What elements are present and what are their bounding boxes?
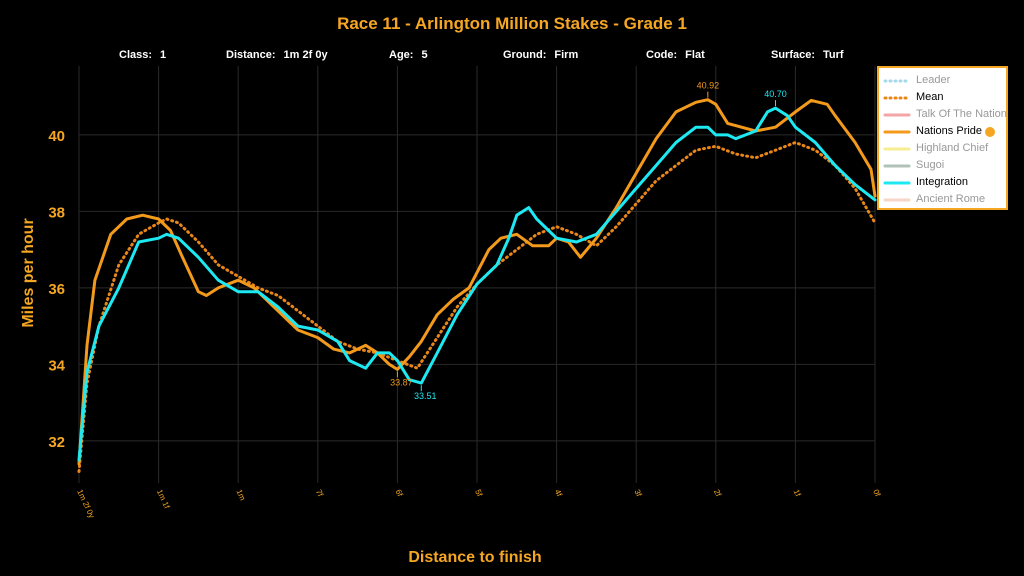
race-info-value: Flat [685,49,705,61]
x-tick-label: 0f [871,488,882,499]
legend-swatch [883,96,911,99]
x-tick-label: 1m 1f [155,488,172,511]
annotation-label: 40.92 [697,81,720,91]
race-info-distance: Distance: 1m 2f 0y [226,49,328,61]
race-info-value: Turf [823,49,844,61]
race-info-class: Class: 1 [119,49,166,61]
series-line-mean [77,141,877,473]
annotation-label: 40.70 [764,89,787,99]
x-tick-label: 1m [234,488,247,502]
race-info-label: Ground: [503,49,547,61]
annotation-label: 33.51 [414,391,437,401]
x-axis-ticks: 1m 2f 0y 1m 1f 1m 7f 6f 5f 4f 3f 2f 1f 0f [75,488,882,520]
legend-swatch [883,147,911,150]
y-axis-ticks: 32 34 36 38 40 [48,128,65,451]
race-info-value: 1m 2f 0y [283,49,328,61]
grid [78,66,876,483]
race-info-age: Age: 5 [389,49,428,61]
x-tick-label: 4f [553,488,564,499]
legend-swatch [883,198,911,201]
legend-item-nations-pride[interactable]: Nations Pride [883,123,1006,140]
race-info-ground: Ground: Firm [503,49,578,61]
chart-title: Race 11 - Arlington Million Stakes - Gra… [337,14,687,33]
legend-item-highland-chief[interactable]: Highland Chief [883,140,1006,157]
legend-item-sugoi[interactable]: Sugoi [883,157,1006,174]
y-tick-label: 36 [48,281,65,298]
x-tick-label: 5f [473,488,484,499]
race-info-label: Class: [119,49,153,61]
series-line-nations-pride [77,98,877,466]
legend-label: Mean [916,91,944,103]
race-info-label: Age: [389,49,414,61]
legend-label: Highland Chief [916,142,989,154]
race-info-value: 1 [160,49,167,61]
race-info-value: Firm [554,49,579,61]
x-tick-label: 1m 2f 0y [75,488,96,520]
race-info-label: Code: [646,49,678,61]
race-info-code: Code: Flat [646,49,705,61]
legend-label: Leader [916,74,951,86]
x-tick-label: 3f [632,488,643,499]
legend-swatch [883,181,911,184]
y-tick-label: 34 [48,357,65,374]
legend-item-talk-of-the-nation[interactable]: Talk Of The Nation [883,106,1007,123]
y-tick-label: 38 [48,204,65,221]
legend-swatch [883,79,911,82]
legend: Leader Mean Talk Of The Nation Nations Prid… [877,66,1008,210]
series-line-integration [77,106,877,462]
x-tick-label: 6f [394,488,405,499]
legend-label: Nations Pride [916,125,983,137]
race-info-surface: Surface: Turf [771,49,844,61]
legend-label: Talk Of The Nation [916,108,1007,120]
medal-icon [985,126,996,137]
legend-swatch [883,164,911,167]
legend-item-leader[interactable]: Leader [883,72,1006,89]
race-info-label: Distance: [226,49,276,61]
x-tick-label: 7f [314,488,325,499]
legend-label: Sugoi [916,159,945,171]
legend-item-integration[interactable]: Integration [883,174,1006,191]
series-layer [77,98,877,473]
legend-list: Leader Mean Talk Of The Nation Nations Prid… [883,72,1007,208]
legend-label: Integration [916,176,968,188]
legend-swatch [883,113,911,116]
y-axis-label: Miles per hour [20,218,37,327]
legend-label: Ancient Rome [916,193,986,205]
y-tick-label: 32 [48,434,65,451]
legend-item-mean[interactable]: Mean [883,89,1006,106]
annotation-label: 33.87 [390,377,413,387]
race-info-value: 5 [421,49,428,61]
race-info-label: Surface: [771,49,816,61]
legend-item-ancient-rome[interactable]: Ancient Rome [883,191,1006,208]
legend-swatch [883,130,911,133]
x-axis-label: Distance to finish [408,549,541,566]
y-tick-label: 40 [48,128,65,145]
x-tick-label: 2f [712,488,723,499]
x-tick-label: 1f [792,488,803,499]
